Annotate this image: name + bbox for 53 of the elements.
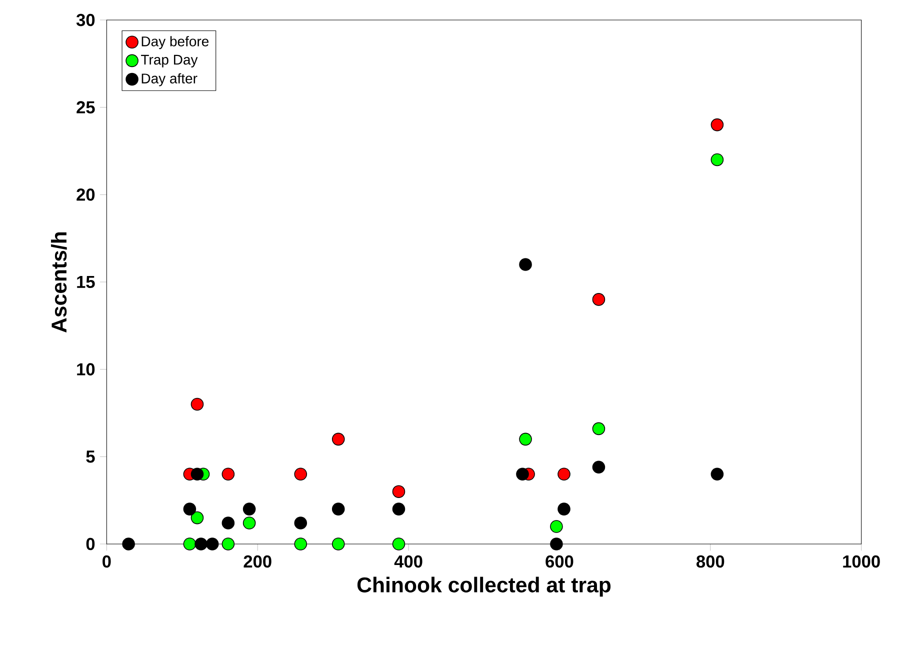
y-tick-label: 10 — [77, 363, 95, 376]
point — [294, 468, 308, 481]
point — [332, 432, 345, 446]
point — [194, 538, 208, 550]
x-tick-label: 1000 — [843, 555, 880, 568]
x-tick-label: 600 — [546, 555, 574, 568]
x-axis-title: Chinook collected at trap — [357, 576, 611, 597]
y-tick-label: 30 — [76, 14, 95, 26]
point — [710, 118, 724, 132]
point — [294, 516, 308, 530]
point — [183, 502, 196, 516]
legend-label: Day before — [142, 36, 209, 50]
point — [122, 538, 135, 550]
point — [558, 502, 570, 516]
point — [519, 258, 532, 271]
x-tick-label: 200 — [244, 555, 272, 568]
x-tick-label: 0 — [102, 555, 111, 568]
point — [190, 398, 204, 411]
point — [392, 502, 406, 516]
point — [592, 422, 606, 436]
point — [519, 432, 532, 446]
point — [222, 468, 235, 481]
y-tick-label: 15 — [77, 276, 95, 288]
x-tick-label: 400 — [394, 555, 422, 568]
point — [222, 516, 235, 530]
point — [558, 468, 570, 481]
y-axis-title: Ascents/h — [50, 232, 67, 332]
y-tick-label: 0 — [86, 538, 95, 550]
point — [190, 511, 204, 524]
y-tick-label: 5 — [86, 450, 95, 463]
point — [592, 460, 606, 474]
point — [392, 485, 406, 498]
point — [206, 538, 219, 550]
point — [392, 538, 406, 550]
point — [183, 538, 196, 550]
y-tick-label: 20 — [76, 188, 95, 201]
legend-label: Trap Day — [141, 54, 198, 68]
legend-label: Day after — [142, 73, 198, 86]
point — [710, 468, 724, 481]
y-tick-label: 25 — [76, 101, 95, 114]
point — [516, 468, 529, 481]
point — [242, 502, 256, 516]
point — [550, 520, 563, 533]
point — [592, 293, 606, 306]
point — [222, 538, 235, 550]
point — [242, 516, 256, 530]
x-tick-label: 800 — [696, 555, 724, 568]
point — [332, 538, 345, 550]
point — [550, 538, 563, 550]
point — [332, 502, 345, 516]
point — [190, 468, 204, 481]
point — [710, 153, 724, 166]
point — [294, 538, 308, 550]
